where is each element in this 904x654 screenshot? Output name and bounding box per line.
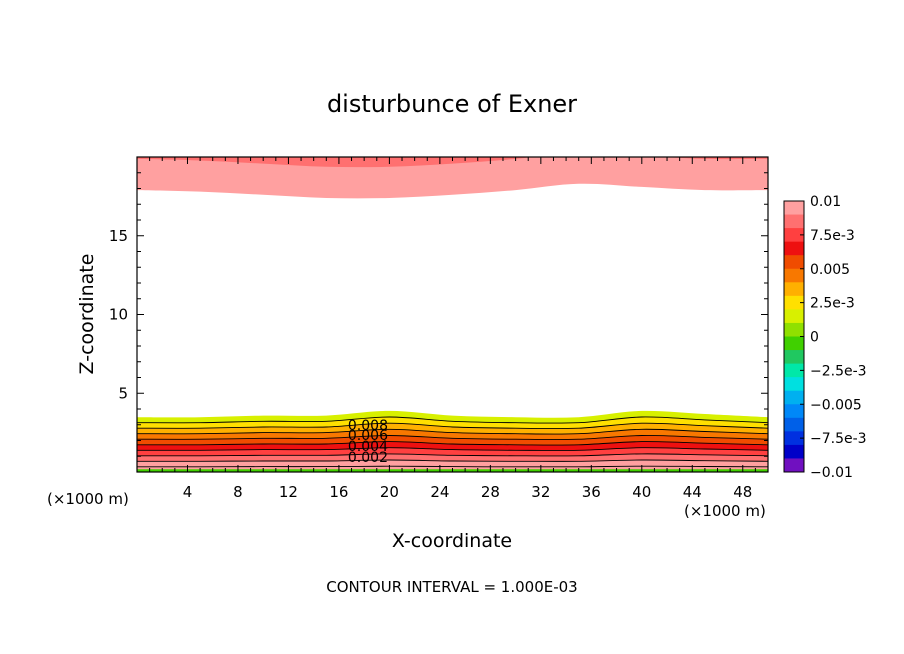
colorbar-swatch [784,201,804,216]
colorbar-swatch [784,417,804,432]
contour-label: 0.002 [348,450,388,466]
colorbar-swatch [784,444,804,459]
contour-line [137,459,768,462]
x-axis-label: X-coordinate [392,530,512,552]
colorbar-swatch [784,431,804,446]
colorbar-swatch [784,295,804,310]
contour-line [137,453,768,457]
contour-line [137,465,768,468]
colorbar-swatch [784,282,804,297]
colorbar-tick-label: −0.01 [810,465,853,481]
colorbar-swatch [784,214,804,229]
colorbar-tick-label: −0.005 [810,397,862,413]
x-tick-label: 8 [233,483,243,501]
contour-interval-note: CONTOUR INTERVAL = 1.000E-03 [326,578,577,596]
colorbar-swatch [784,336,804,351]
colorbar-swatch [784,228,804,243]
colorbar-swatch [784,322,804,337]
x-tick-label: 48 [733,483,752,501]
colorbar-tick-label: 0.01 [810,194,841,210]
contour-line [137,447,768,451]
colorbar-tick-label: 0.005 [810,262,850,278]
colorbar-swatch [784,350,804,365]
x-tick-label: 16 [329,483,348,501]
contour-line [137,434,768,441]
x-axis-unit-right: (×1000 m) [684,502,766,520]
upper-band-level-0.008 [137,157,768,168]
x-tick-label: 4 [183,483,193,501]
contour-label: 0.006 [348,428,388,444]
chart-title: disturbunce of Exner [327,90,577,118]
colorbar-swatch [784,458,804,473]
colorbar: 0.01 7.5e-3 0.005 2.5e-3 0 −2.5e-3 −0.005 −7.5e… [783,194,867,481]
contour-line [137,428,768,435]
x-tick-label: 24 [430,483,449,501]
x-tick-label: 40 [632,483,651,501]
colorbar-tick-label: 0 [810,330,819,346]
contour-line [137,441,768,446]
colorbar-tick-label: 2.5e-3 [810,296,855,312]
colorbar-swatch [784,241,804,256]
x-tick-label: 20 [380,483,399,501]
colorbar-tick-label: 7.5e-3 [810,228,855,244]
colorbar-tick-label: −7.5e-3 [810,431,867,447]
x-tick-label: 12 [279,483,298,501]
colorbar-swatch [784,309,804,324]
contour-lines [137,416,768,468]
x-tick-label: 32 [531,483,550,501]
x-tick-label: 44 [683,483,702,501]
contour-label: 0.008 [348,418,388,434]
colorbar-swatch [784,377,804,392]
contour-line [137,422,768,430]
contour-label: 0.004 [348,439,388,455]
x-axis-ticks: 4 8 12 16 20 24 28 32 36 40 44 48 [149,157,756,501]
y-tick-label: 15 [109,227,128,245]
colorbar-swatch [784,404,804,419]
x-tick-label: 36 [582,483,601,501]
y-axis-label: Z-coordinate [76,254,98,375]
x-axis-unit-left: (×1000 m) [47,490,129,508]
colorbar-swatch [784,363,804,378]
y-axis-ticks: 5 10 15 [109,172,768,457]
y-tick-label: 5 [118,384,128,402]
colorbar-swatch [784,268,804,283]
colorbar-tick-label: −2.5e-3 [810,363,867,379]
x-tick-label: 28 [481,483,500,501]
y-tick-label: 10 [109,306,128,324]
field-layer [137,157,768,472]
colorbar-swatch [784,390,804,405]
colorbar-swatch [784,255,804,270]
contour-line [137,416,768,424]
